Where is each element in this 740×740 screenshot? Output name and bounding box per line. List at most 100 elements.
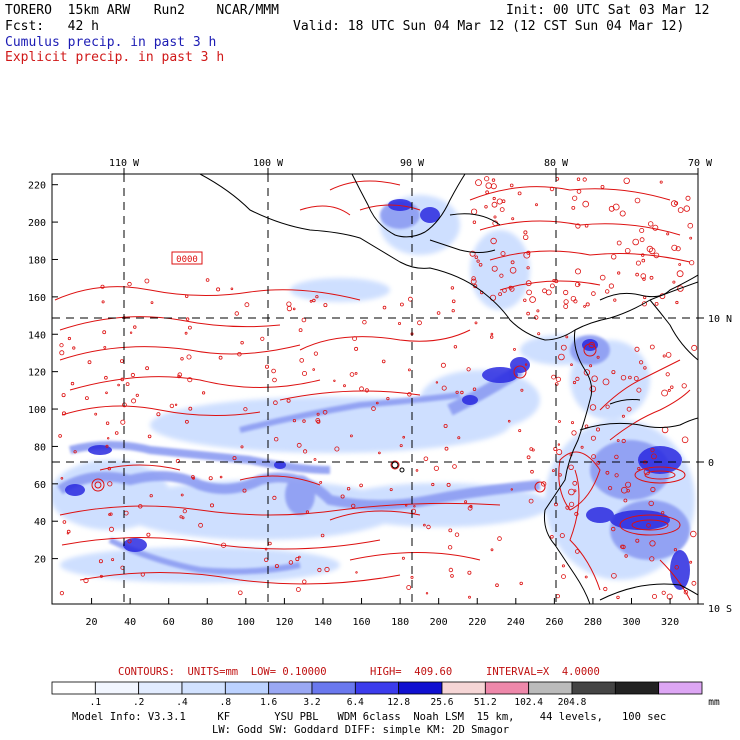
precip-cell: [410, 575, 414, 579]
y-grid-label: 80: [34, 442, 46, 453]
precip-cell: [237, 352, 242, 357]
precip-cell: [114, 431, 119, 435]
precip-cell: [575, 282, 581, 288]
colorbar-label: 1.6: [260, 697, 277, 708]
precip-cell: [323, 303, 328, 308]
precip-cell: [444, 446, 449, 451]
precip-cell: [528, 498, 534, 504]
precip-cell: [301, 317, 307, 323]
precip-cell: [575, 223, 581, 229]
precip-cell: [665, 352, 672, 358]
x-grid-label: 120: [275, 617, 293, 628]
precip-cell: [661, 590, 666, 595]
precip-cell: [320, 533, 325, 538]
x-grid-label: 100: [237, 617, 255, 628]
precip-cell: [62, 520, 67, 524]
lon-label-80w: 80 W: [544, 158, 569, 169]
precip-cell: [313, 351, 318, 356]
precip-cell: [574, 511, 579, 517]
precip-cell: [192, 476, 195, 480]
precip-cell: [371, 406, 376, 411]
lon-label-100w: 100 W: [253, 158, 284, 169]
precip-cell: [646, 245, 654, 253]
precip-cell: [302, 579, 307, 584]
header-forecast-hour: Fcst: 42 h: [5, 19, 99, 34]
precip-cell: [466, 367, 471, 372]
precip-cell: [120, 419, 126, 425]
precip-cell: [127, 539, 132, 544]
precip-cell: [140, 572, 145, 577]
precip-cell: [674, 565, 679, 570]
colorbar-swatch: [571, 681, 616, 695]
precip-cell: [510, 488, 514, 491]
precip-cell: [499, 273, 504, 278]
precip-cell: [649, 556, 655, 562]
contours-high: HIGH= 409.60: [370, 666, 453, 678]
precip-cell: [208, 476, 213, 481]
precip-cell: [476, 259, 480, 263]
precip-cell: [523, 230, 528, 235]
precip-cell: [485, 182, 492, 189]
precip-cell: [67, 336, 72, 341]
precip-cell: [671, 244, 678, 251]
model-info-line1: Model Info: V3.3.1 KF YSU PBL WDM 6class…: [72, 711, 667, 723]
precip-cell: [588, 341, 595, 349]
precip-cell: [596, 355, 600, 359]
precip-cell: [541, 481, 547, 487]
precip-cell: [624, 554, 628, 558]
precip-cell: [230, 287, 234, 291]
lon-label-90w: 90 W: [400, 158, 425, 169]
precip-cell: [103, 345, 107, 349]
precip-cell: [571, 421, 575, 425]
precip-cell: [600, 184, 605, 189]
precip-cell: [641, 253, 645, 257]
precip-cell: [447, 545, 453, 550]
precip-cell: [105, 444, 109, 448]
precip-cell: [517, 191, 522, 196]
precip-cell: [94, 412, 98, 416]
x-grid-label: 280: [584, 617, 602, 628]
precip-cell: [576, 177, 581, 181]
precip-cell: [492, 196, 496, 201]
precip-cell: [617, 271, 621, 275]
colorbar-swatch: [268, 681, 313, 695]
precip-cell: [565, 505, 570, 510]
precip-cell: [85, 396, 89, 401]
cumulus-precip-dark: [65, 199, 690, 590]
precip-cell: [184, 294, 189, 298]
precip-cell: [182, 509, 187, 514]
precip-cell: [493, 215, 497, 219]
precip-cell: [70, 381, 75, 386]
precip-cell: [665, 372, 670, 377]
precip-cell: [583, 304, 586, 308]
precip-cell: [646, 523, 651, 528]
precip-cell: [475, 179, 482, 187]
precip-cell: [180, 493, 184, 497]
precip-cell: [243, 407, 248, 412]
precip-cell: [319, 480, 323, 484]
precip-cell: [133, 325, 137, 329]
y-grid-label: 220: [28, 181, 46, 192]
precip-cell: [575, 268, 582, 275]
precip-cell: [448, 528, 453, 533]
precip-cell: [640, 273, 647, 279]
precip-cell: [242, 488, 247, 493]
precip-cell: [637, 466, 641, 471]
precip-cell: [340, 494, 345, 499]
precip-cell: [561, 564, 565, 568]
precip-cell: [144, 278, 150, 284]
y-grid-label: 100: [28, 405, 46, 416]
precip-cell: [589, 404, 597, 411]
precip-cell: [519, 581, 523, 586]
precip-cell: [490, 332, 494, 336]
precip-cell: [553, 446, 558, 451]
precip-cell: [274, 437, 279, 442]
precip-cell: [603, 586, 608, 592]
precip-cell: [146, 532, 151, 537]
precip-cell: [531, 448, 535, 452]
precip-cell: [599, 274, 606, 281]
precip-cell: [450, 286, 455, 290]
precip-cell: [558, 353, 565, 361]
colorbar-swatch: [614, 681, 660, 695]
precip-cell: [484, 176, 490, 182]
